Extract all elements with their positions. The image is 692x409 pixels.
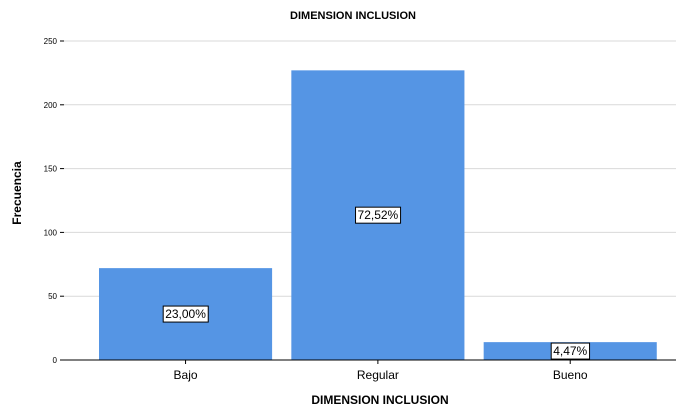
x-axis-title: DIMENSION INCLUSION [311, 393, 448, 407]
y-axis-ticks: 0 50 100 150 200 250 [44, 37, 64, 365]
chart-title: DIMENSION INCLUSION [290, 10, 416, 22]
y-tick-label: 50 [48, 292, 57, 301]
y-tick-label: 100 [44, 228, 58, 237]
data-labels: 23,00% 72,52% 4,47% [162, 206, 591, 360]
x-tick-label: Bueno [553, 368, 588, 382]
y-tick-label: 200 [44, 101, 58, 110]
y-tick-label: 250 [44, 37, 58, 46]
y-tick-label: 150 [44, 165, 58, 174]
data-label-box [550, 342, 591, 360]
data-label-box [355, 206, 402, 224]
x-tick-label: Bajo [174, 368, 198, 382]
data-label: 23,00% [165, 307, 206, 321]
data-label-box [162, 305, 209, 323]
y-axis-title: Frecuencia [10, 161, 24, 225]
y-tick-label: 0 [53, 356, 58, 365]
data-label: 72,52% [358, 208, 399, 222]
x-axis-ticks: Bajo Regular Bueno [174, 360, 588, 382]
x-tick-label: Regular [357, 368, 399, 382]
data-label: 4,47% [553, 344, 587, 358]
